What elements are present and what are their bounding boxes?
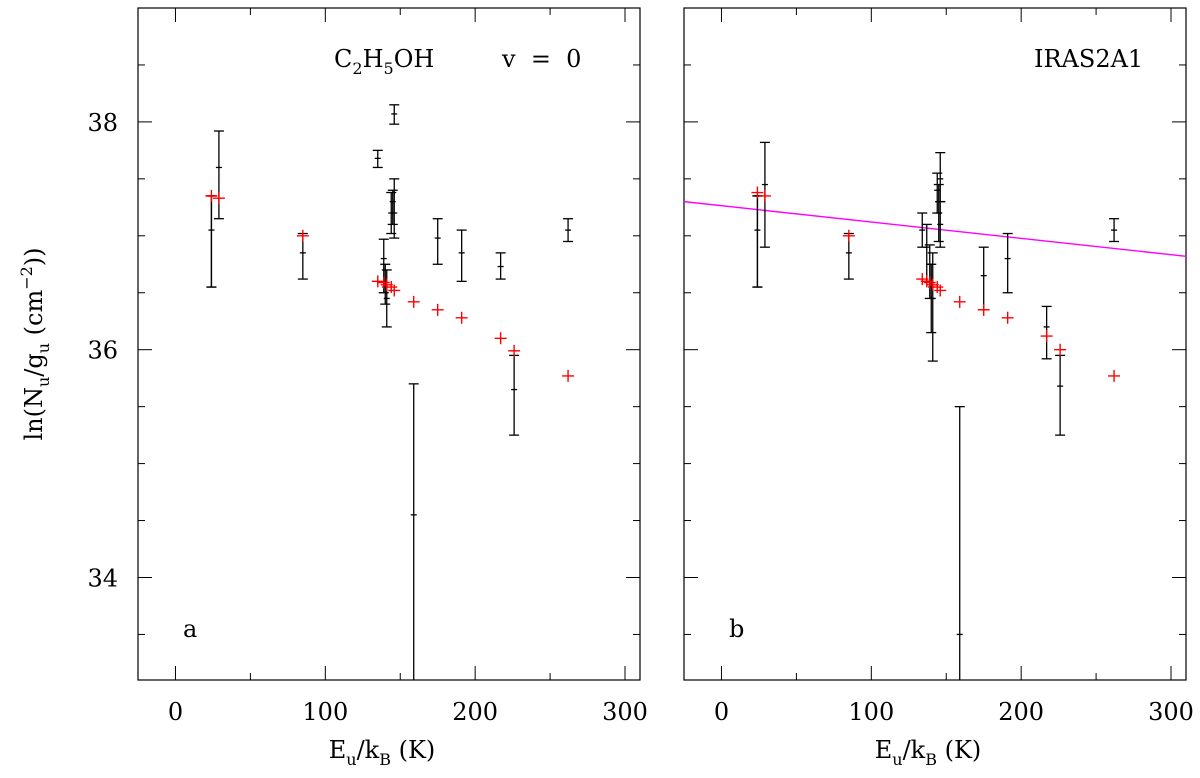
panel-a-y-tick-label: 36: [87, 337, 118, 365]
panel-b: IRAS2A1 b 0 100 200 300: [683, 7, 1194, 726]
panel-a-model-point: [296, 229, 309, 242]
panel-a-title: C2H5OH v = 0: [334, 45, 581, 78]
panel-a-y-tick-label: 38: [87, 109, 118, 137]
panel-a-model-point: [508, 344, 521, 357]
panel-a-y-tick-label: 34: [87, 564, 118, 592]
x-axis-label-a: Eu/kB (K): [329, 736, 436, 769]
panel-a-model-point: [377, 276, 390, 289]
panel-b-label: b: [729, 615, 744, 643]
panel-b-model-point: [758, 189, 771, 202]
panel-b-model-point: [923, 276, 936, 289]
panel-a-model-point: [371, 275, 384, 288]
panel-a-model-point: [205, 189, 218, 202]
panel-a-model-point: [212, 192, 225, 205]
panel-b-model-point: [934, 284, 947, 297]
panel-b-model-point: [751, 186, 764, 199]
panel-a-model-point: [562, 369, 575, 382]
panel-a-model-point: [388, 284, 401, 297]
panel-b-model-point: [1054, 343, 1067, 356]
panel-b-model-point: [1108, 369, 1121, 382]
panel-a-label: a: [183, 615, 197, 643]
panel-a-x-tick-label: 0: [168, 698, 183, 726]
panel-b-fit-line: [683, 200, 1187, 257]
panel-a-model-point: [455, 311, 468, 324]
y-axis-label: ln(Nu/gu (cm−2)): [17, 247, 53, 440]
panel-a-model-point: [494, 332, 507, 345]
panel-a-model-point: [431, 303, 444, 316]
panel-a-frame: [137, 7, 641, 681]
panel-a-x-tick-label: 200: [452, 698, 498, 726]
panel-b-frame: [683, 7, 1187, 681]
panel-b-title: IRAS2A1: [1034, 45, 1143, 73]
panel-b-model-point: [953, 295, 966, 308]
panel-a: C2H5OH v = 0 a 0 100 200 300 34 36 38: [87, 7, 648, 726]
panel-b-x-tick-label: 100: [848, 698, 894, 726]
panel-b-model-point: [1040, 330, 1053, 343]
panel-b-model-point: [842, 229, 855, 242]
panel-a-x-tick-label: 100: [302, 698, 348, 726]
panel-b-x-tick-label: 0: [714, 698, 729, 726]
panel-b-x-tick-label: 300: [1148, 698, 1194, 726]
panel-a-x-tick-label: 300: [602, 698, 648, 726]
panel-a-model-point: [407, 295, 420, 308]
panel-b-x-tick-label: 200: [998, 698, 1044, 726]
panel-b-model-point: [977, 303, 990, 316]
panel-b-model-point: [1001, 311, 1014, 324]
x-axis-label-b: Eu/kB (K): [875, 736, 982, 769]
